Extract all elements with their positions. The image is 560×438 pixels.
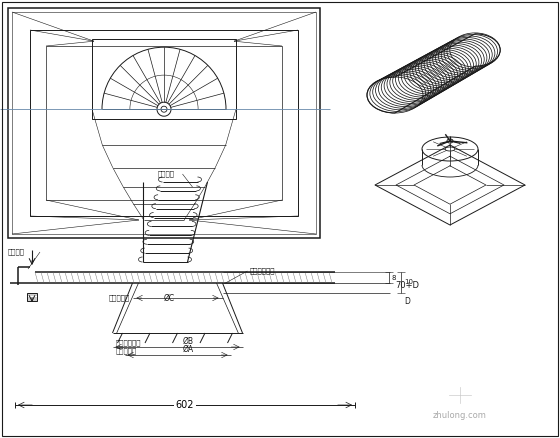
Text: ØC: ØC	[164, 293, 175, 303]
Text: 伸缩软管: 伸缩软管	[157, 171, 175, 177]
Text: D: D	[404, 297, 410, 305]
Text: 底座调整板: 底座调整板	[108, 295, 129, 301]
Text: ØA: ØA	[183, 345, 194, 354]
Bar	[8, 8, 320, 238]
Bar	[46, 46, 282, 200]
Text: 软管管箍卡扣: 软管管箍卡扣	[250, 268, 275, 274]
Bar	[92, 39, 236, 119]
Text: 出风口尺寸: 出风口尺寸	[115, 347, 137, 354]
Text: 70+D: 70+D	[395, 282, 419, 290]
Text: 最大箱体尺寸: 最大箱体尺寸	[115, 339, 141, 346]
Text: 8: 8	[392, 275, 396, 280]
Bar	[30, 30, 298, 216]
Bar	[12, 12, 316, 234]
Text: zhulong.com: zhulong.com	[433, 410, 487, 420]
Text: 吊顶框架: 吊顶框架	[8, 249, 25, 255]
Text: 602: 602	[176, 400, 194, 410]
Text: 10: 10	[404, 279, 413, 286]
Bar	[27, 293, 37, 301]
Text: ØB: ØB	[183, 337, 194, 346]
